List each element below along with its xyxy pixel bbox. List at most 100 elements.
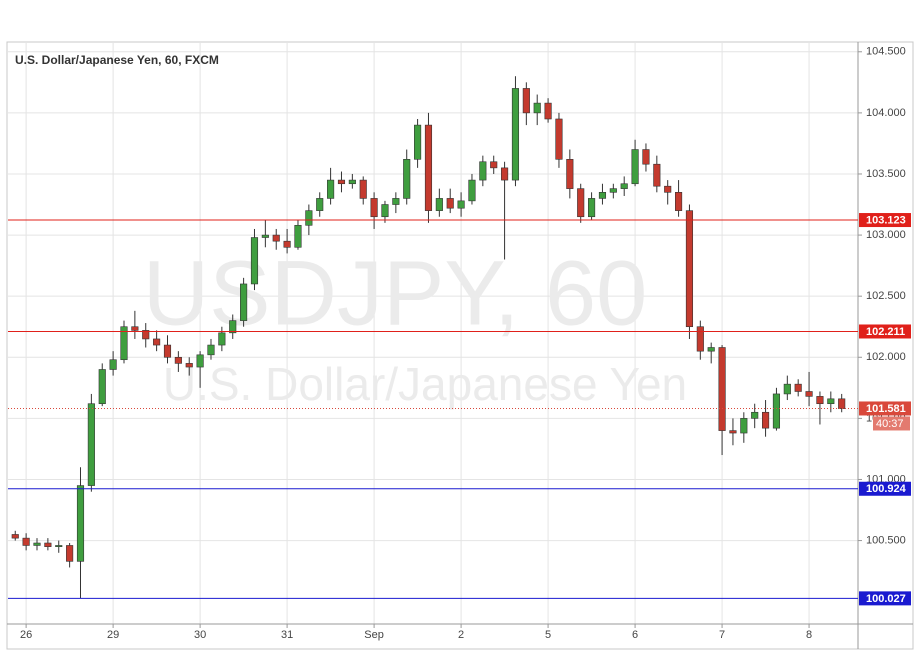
- candle-body: [740, 418, 748, 434]
- candle-body: [620, 183, 628, 189]
- candle-body: [609, 188, 617, 193]
- frame: [6, 41, 914, 650]
- candle-body: [392, 198, 400, 205]
- level-label-box: [859, 481, 911, 496]
- candle-body: [577, 188, 585, 218]
- candle-body: [816, 396, 824, 405]
- candle-body: [544, 102, 552, 120]
- candle-body: [414, 124, 422, 160]
- candle-body: [163, 344, 172, 358]
- candle-body: [435, 198, 443, 211]
- y-tick-label: 102.000: [866, 351, 906, 363]
- countdown: 40:37: [876, 418, 904, 430]
- candle-body: [196, 354, 204, 368]
- candle-body: [718, 347, 726, 431]
- candle-body: [631, 149, 639, 185]
- candle-body: [240, 283, 248, 321]
- candle-body: [120, 326, 128, 361]
- candle-body: [294, 224, 302, 248]
- candle-body: [185, 363, 193, 368]
- candle-body: [533, 102, 541, 114]
- x-tick-label: 29: [107, 629, 119, 641]
- level-label-box: [859, 401, 911, 416]
- level-label-box: [859, 324, 911, 339]
- y-tick-label: 104.000: [866, 107, 906, 119]
- candle-body: [283, 240, 291, 248]
- candle-body: [664, 185, 672, 193]
- candle-body: [696, 326, 704, 352]
- candle-body: [55, 545, 63, 547]
- candle-body: [598, 192, 607, 199]
- candle-body: [751, 411, 759, 419]
- candle-body: [359, 179, 367, 199]
- candle-body: [142, 330, 150, 340]
- candle-body: [468, 179, 476, 202]
- candle-body: [522, 88, 530, 114]
- candle-body: [653, 163, 661, 187]
- x-tick-label: 26: [20, 629, 32, 641]
- candle-body: [327, 179, 335, 199]
- x-tick-label: 31: [281, 629, 293, 641]
- candle-body: [66, 545, 74, 562]
- y-tick-label: 102.500: [866, 290, 906, 302]
- candle-body: [794, 383, 802, 392]
- candle-body: [305, 210, 313, 226]
- level-label: 103.123: [866, 214, 906, 226]
- candle-body: [783, 383, 791, 395]
- candle-body: [98, 369, 106, 405]
- candle-body: [33, 542, 41, 546]
- candle-body: [44, 542, 52, 547]
- candle-body: [762, 411, 770, 429]
- candle-body: [685, 210, 694, 328]
- candle-body: [642, 149, 650, 165]
- y-tick-label: 103.500: [866, 168, 906, 180]
- candle-body: [772, 393, 781, 429]
- candle-body: [511, 88, 520, 181]
- candle-body: [827, 398, 835, 405]
- candle-body: [316, 198, 324, 211]
- candle-body: [729, 430, 737, 434]
- y-tick-label: 103.000: [866, 229, 906, 241]
- candle-body: [370, 198, 378, 218]
- candle-body: [501, 167, 509, 181]
- candle-body: [174, 356, 182, 364]
- candle-body: [675, 192, 683, 211]
- candle-body: [403, 159, 411, 199]
- x-tick-label: 30: [194, 629, 206, 641]
- candle-body: [218, 332, 226, 346]
- candle-body: [457, 200, 465, 209]
- y-tick-label: 104.500: [866, 46, 906, 58]
- level-label: 100.027: [866, 593, 906, 605]
- candle-body: [588, 198, 596, 218]
- candle-body: [87, 403, 95, 486]
- candle-body: [22, 537, 30, 546]
- watermark: USDJPY, 60: [143, 242, 648, 344]
- x-tick-label: Sep: [364, 629, 384, 641]
- level-label: 100.924: [866, 483, 907, 495]
- chart-title: U.S. Dollar/Japanese Yen, 60, FXCM: [15, 53, 219, 67]
- x-tick-label: 2: [458, 629, 464, 641]
- candle-body: [207, 344, 215, 356]
- x-tick-label: 5: [545, 629, 551, 641]
- level-label-box: [859, 591, 911, 606]
- candle-body: [337, 179, 346, 185]
- candle-body: [11, 534, 19, 539]
- candle-body: [348, 179, 356, 185]
- x-tick-label: 7: [719, 629, 725, 641]
- candle-body: [250, 237, 259, 285]
- candle-body: [479, 161, 487, 181]
- candle-body: [424, 124, 433, 211]
- countdown-box: [873, 416, 910, 431]
- candle-body: [109, 359, 117, 370]
- level-label: 102.211: [866, 326, 905, 338]
- candle-body: [76, 485, 85, 562]
- candle-body: [272, 234, 280, 242]
- y-tick-label: 100.500: [866, 534, 906, 546]
- candle-body: [555, 118, 563, 160]
- x-tick-label: 6: [632, 629, 638, 641]
- x-tick-label: 8: [806, 629, 812, 641]
- candle-body: [805, 391, 813, 397]
- watermark-subtitle: U.S. Dollar/Japanese Yen: [163, 358, 687, 410]
